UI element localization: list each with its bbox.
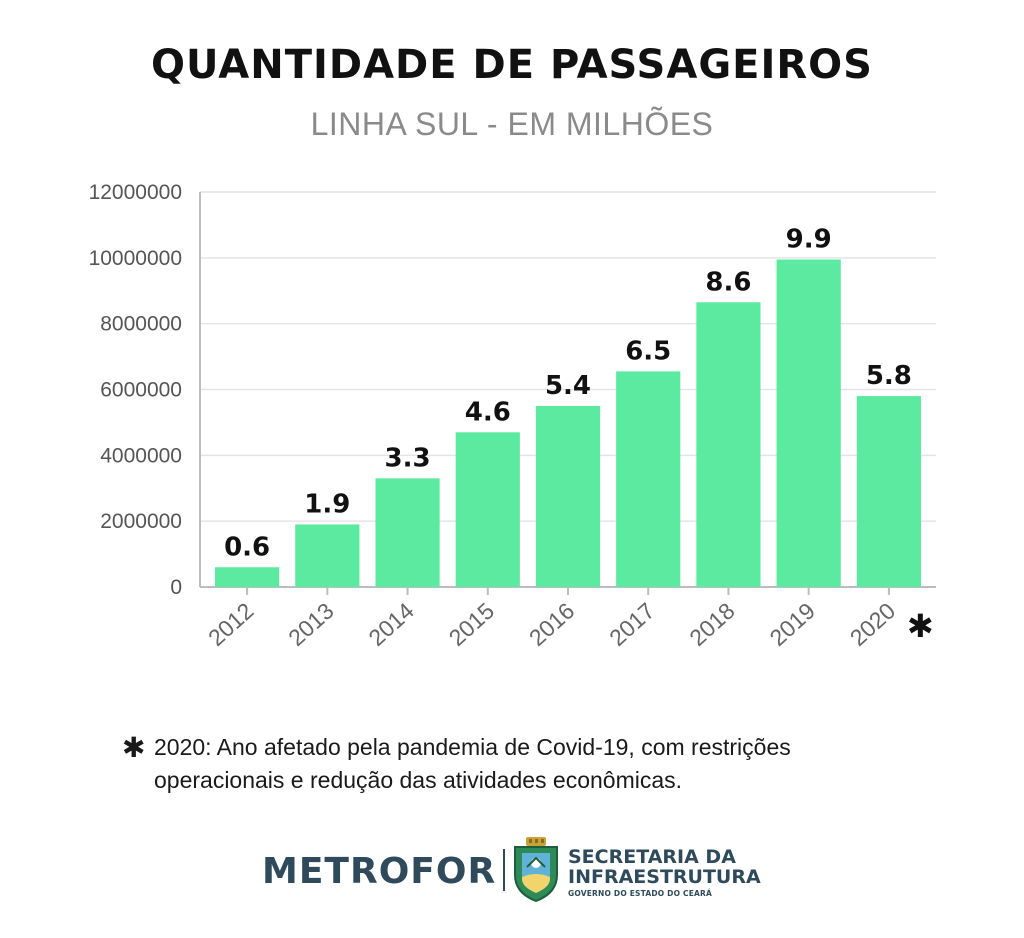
data-label-2018: 8.6 <box>705 267 751 297</box>
y-tick-label: 0 <box>170 576 182 599</box>
y-tick-label: 12000000 <box>89 181 182 204</box>
x-tick-label-2012: 2012 <box>203 597 258 651</box>
data-label-2016: 5.4 <box>545 371 591 401</box>
metrofor-logo: METROFOR <box>262 851 497 892</box>
data-labels: 0.6 1.9 3.3 4.6 5.4 6.5 8.6 9.9 5.8 <box>224 224 912 562</box>
x-tick-label-2013: 2013 <box>283 597 338 651</box>
chart-title: QUANTIDADE DE PASSAGEIROS <box>151 42 873 88</box>
footnote-text: 2020: Ano afetado pela pandemia de Covid… <box>154 734 791 793</box>
bar-2019 <box>776 259 841 587</box>
data-label-2012: 0.6 <box>224 532 270 562</box>
secretaria-logo-text: SECRETARIA DA INFRAESTRUTURA <box>568 847 761 887</box>
y-tick-label: 2000000 <box>100 510 182 533</box>
footer-logos: METROFOR SECRETARIA DA INFRAESTRUTURA GO… <box>0 835 1024 905</box>
x-tick-label-2016: 2016 <box>524 597 579 651</box>
secretaria-line-2: INFRAESTRUTURA <box>568 866 761 888</box>
x-tick-label-2017: 2017 <box>604 597 659 651</box>
y-tick-labels: 0 2000000 4000000 6000000 8000000 10000000 120… <box>89 181 182 599</box>
y-tick-label: 10000000 <box>89 247 182 270</box>
asterisk-icon: ✱ <box>907 607 934 645</box>
bar-2016 <box>535 405 601 587</box>
data-label-2015: 4.6 <box>465 397 511 427</box>
bar-2013 <box>295 524 360 587</box>
data-label-2014: 3.3 <box>385 443 431 473</box>
bar-2017 <box>616 371 681 587</box>
y-tick-label: 6000000 <box>100 379 182 402</box>
data-label-2019: 9.9 <box>786 224 832 254</box>
bar-2014 <box>375 478 440 587</box>
bars <box>215 259 921 587</box>
bar-2012 <box>215 567 280 587</box>
asterisk-icon: ✱ <box>122 732 146 763</box>
data-label-2013: 1.9 <box>304 489 350 519</box>
y-tick-label: 4000000 <box>100 444 182 467</box>
chart-subtitle: LINHA SUL - EM MILHÕES <box>310 106 714 142</box>
y-tick-label: 8000000 <box>100 313 182 336</box>
x-tick-label-2015: 2015 <box>444 597 499 651</box>
x-tick-label-2014: 2014 <box>363 597 419 651</box>
ceara-crest-icon <box>514 837 558 903</box>
bar-2015 <box>455 432 520 587</box>
x-tick-label-2020: 2020 <box>845 597 900 651</box>
secretaria-line-1: SECRETARIA DA <box>568 846 736 868</box>
x-tick-label-2018: 2018 <box>684 597 739 651</box>
x-tick-labels: 2012 2013 2014 2015 2016 2017 2018 2019 2020 ✱ <box>203 597 934 651</box>
secretaria-subtitle: GOVERNO DO ESTADO DO CEARÁ <box>568 889 713 898</box>
bar-chart: 0 2000000 4000000 6000000 8000000 10000000 120… <box>89 181 936 651</box>
x-tick-label-2019: 2019 <box>765 597 820 651</box>
logo-divider <box>503 849 505 891</box>
data-label-2020: 5.8 <box>866 361 912 391</box>
bar-2018 <box>696 302 761 587</box>
data-label-2017: 6.5 <box>625 336 671 366</box>
bar-2020 <box>856 396 921 587</box>
